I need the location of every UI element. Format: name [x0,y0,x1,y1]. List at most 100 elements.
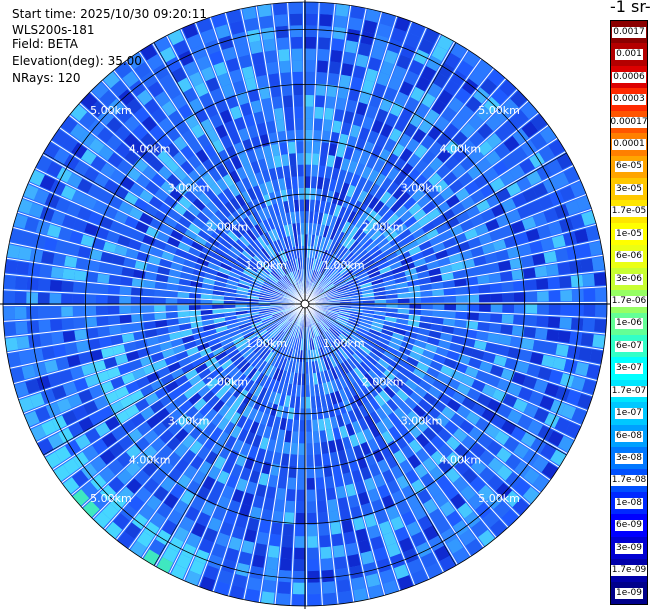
beta-gate [380,163,393,177]
beta-gate [380,444,393,459]
beta-gate [177,292,190,298]
beta-gate [186,34,203,50]
beta-gate [455,295,468,303]
beta-gate [358,275,370,283]
beta-gate [330,49,343,63]
beta-gate [341,519,354,534]
beta-gate [164,244,178,254]
beta-gate [292,223,297,236]
beta-gate [91,238,106,250]
beta-gate [322,581,336,594]
beta-gate [307,582,321,595]
beta-gate [365,573,381,588]
beta-gate [393,356,406,367]
beta-gate [117,531,135,549]
beta-gate [346,238,356,250]
beta-gate [242,6,257,20]
azimuth-spoke [43,303,306,456]
beta-gate [91,81,109,99]
colorbar-step: 6e-07 [611,334,647,358]
beta-gate [467,304,480,312]
ray-gap [92,303,306,520]
beta-gate [360,376,371,388]
beta-gate [476,157,492,173]
beta-gate [566,345,581,360]
beta-gate [267,275,278,284]
beta-gate [370,230,382,242]
beta-gate [370,249,383,259]
beta-gate [331,38,344,52]
ray-gap [304,303,370,600]
ray-gap [9,303,306,369]
beta-gate [313,431,320,444]
beta-gate [383,350,396,360]
beta-gate [565,422,581,439]
beta-gate [345,223,355,236]
beta-gate [343,252,354,263]
beta-gate [231,333,243,341]
beta-gate [211,366,224,378]
beta-gate [357,190,368,203]
beta-gate [338,376,348,389]
ray-gap [304,88,518,305]
beta-gate [533,379,548,394]
beta-gate [270,354,279,367]
beta-gate [254,147,265,161]
beta-gate [272,328,282,339]
beta-gate [392,143,405,157]
beta-gate [97,127,114,144]
beta-gate [291,36,303,49]
beta-gate [401,511,416,526]
beta-gate [362,238,374,249]
beta-gate [136,531,154,548]
beta-gate [50,319,63,331]
beta-gate [337,449,348,463]
ray-gap [113,69,306,305]
beta-gate [223,296,236,301]
beta-gate [158,117,174,133]
beta-gate [150,453,166,468]
beta-gate [227,214,239,227]
beta-gate [473,340,487,351]
beta-gate [259,437,269,450]
beta-gate [356,102,368,116]
beta-gate [305,338,308,351]
beta-gate [158,445,173,460]
beta-gate [325,166,333,179]
beta-gate [103,357,118,369]
beta-gate [432,296,445,303]
ray-gap [304,303,582,426]
beta-gate [351,576,366,591]
beta-gate [145,392,159,406]
beta-gate [314,337,320,349]
beta-gate [417,328,430,336]
beta-gate [243,216,254,229]
beta-gate [195,363,208,374]
beta-gate [421,304,433,310]
beta-gate [154,289,167,297]
beta-gate [451,164,467,179]
beta-gate [317,360,323,372]
beta-gate [357,327,369,335]
beta-gate [213,61,228,77]
beta-gate [237,283,250,289]
beta-gate [292,71,303,84]
beta-gate [226,279,239,286]
beta-gate [344,171,354,185]
colorbar-tick-label: 3e-08 [615,452,643,464]
beta-gate [563,359,578,374]
beta-gate [283,165,291,178]
beta-gate [236,166,247,180]
range-ring-label: 4.00km [129,453,171,466]
beta-gate [271,179,280,192]
beta-gate [343,360,353,372]
beta-gate [81,463,98,480]
beta-gate [24,217,39,232]
beta-gate [426,367,440,379]
beta-gate [238,54,252,69]
colorbar-step: 3e-06 [611,267,647,291]
beta-gate [467,493,484,510]
beta-gate [305,362,309,374]
beta-gate [464,181,480,195]
beta-gate [260,290,272,295]
